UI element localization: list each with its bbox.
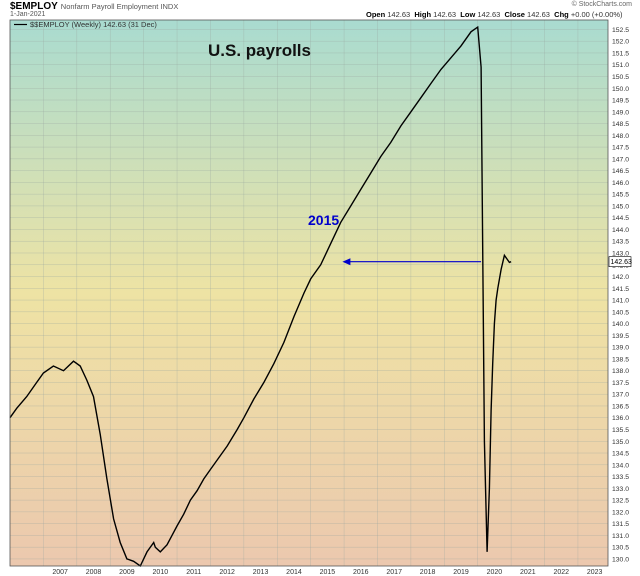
y-tick-label: 138.0: [612, 368, 629, 375]
y-tick-label: 137.0: [612, 392, 629, 399]
y-tick-label: 131.0: [612, 533, 629, 540]
x-tick-label: 2007: [52, 569, 68, 576]
y-tick-label: 130.5: [612, 545, 629, 552]
y-tick-label: 130.0: [612, 556, 629, 563]
high-label: High: [414, 10, 432, 19]
high-value: 142.63: [433, 10, 457, 19]
y-tick-label: 152.5: [612, 27, 629, 34]
x-tick-label: 2020: [487, 569, 503, 576]
chg-value: +0.00 (+0.00%): [570, 10, 623, 19]
y-tick-label: 142.0: [612, 274, 629, 281]
y-tick-label: 146.5: [612, 168, 629, 175]
y-tick-label: 136.5: [612, 403, 629, 410]
x-tick-label: 2013: [253, 569, 269, 576]
x-axis-ticks: 2007 2008 2009 2010 2011 2012 2013 2014 2015 2016…: [52, 569, 602, 576]
x-tick-label: 2017: [386, 569, 402, 576]
x-tick-label: 2010: [153, 569, 169, 576]
x-tick-label: 2009: [119, 569, 135, 576]
x-tick-label: 2016: [353, 569, 369, 576]
y-tick-label: 141.5: [612, 286, 629, 293]
y-tick-label: 143.5: [612, 239, 629, 246]
y-tick-label: 135.0: [612, 439, 629, 446]
chart-date: 1-Jan-2021: [10, 11, 46, 18]
y-tick-label: 132.5: [612, 498, 629, 505]
x-tick-label: 2023: [587, 569, 603, 576]
close-label: Close: [504, 10, 525, 19]
low-label: Low: [460, 10, 476, 19]
y-tick-label: 141.0: [612, 298, 629, 305]
open-label: Open: [366, 10, 386, 19]
x-tick-label: 2021: [520, 569, 536, 576]
y-tick-label: 131.5: [612, 521, 629, 528]
y-tick-label: 148.0: [612, 133, 629, 140]
y-tick-label: 137.5: [612, 380, 629, 387]
y-tick-label: 136.0: [612, 415, 629, 422]
y-tick-label: 145.0: [612, 203, 629, 210]
y-tick-label: 134.0: [612, 462, 629, 469]
y-tick-label: 133.0: [612, 486, 629, 493]
y-tick-label: 151.0: [612, 62, 629, 69]
x-tick-label: 2018: [420, 569, 436, 576]
y-tick-label: 149.0: [612, 109, 629, 116]
y-tick-label: 134.5: [612, 451, 629, 458]
y-tick-label: 147.5: [612, 145, 629, 152]
y-tick-label: 152.0: [612, 39, 629, 46]
y-tick-label: 148.5: [612, 121, 629, 128]
y-tick-label: 147.0: [612, 156, 629, 163]
series-legend: $$EMPLOY (Weekly) 142.63 (31 Dec): [30, 20, 157, 29]
y-tick-label: 139.0: [612, 345, 629, 352]
symbol: $EMPLOY: [10, 1, 58, 12]
symbol-description: Nonfarm Payroll Employment INDX: [60, 2, 179, 11]
y-tick-label: 132.0: [612, 509, 629, 516]
series-line-payrolls: [9, 25, 512, 568]
x-tick-label: 2008: [86, 569, 102, 576]
x-tick-label: 2022: [553, 569, 569, 576]
plot-background: [10, 20, 608, 566]
chg-label: Chg: [554, 10, 569, 19]
y-tick-label: 139.5: [612, 333, 629, 340]
x-tick-label: 2019: [453, 569, 469, 576]
y-tick-label: 140.5: [612, 309, 629, 316]
annotation-arrowhead: [342, 258, 351, 266]
y-tick-label: 149.5: [612, 98, 629, 105]
quote-line: Open 142.63 High 142.63 Low 142.63 Close…: [366, 10, 623, 19]
last-value-marker: 142.63: [608, 256, 633, 267]
symbol-line: $EMPLOY Nonfarm Payroll Employment INDX: [10, 1, 178, 12]
x-tick-label: 2015: [320, 569, 336, 576]
close-value: 142.63: [527, 10, 550, 19]
grid-lines: [10, 20, 608, 566]
x-tick-label: 2014: [286, 569, 302, 576]
y-tick-label: 150.0: [612, 86, 629, 93]
chart-header: $EMPLOY Nonfarm Payroll Employment INDX 1…: [0, 0, 640, 20]
annotation-label: 2015: [308, 212, 339, 228]
y-tick-label: 150.5: [612, 74, 629, 81]
y-tick-label: 135.5: [612, 427, 629, 434]
y-tick-label: 146.0: [612, 180, 629, 187]
y-tick-label: 140.0: [612, 321, 629, 328]
y-tick-label: 144.5: [612, 215, 629, 222]
last-value-box: [608, 256, 632, 267]
brand-label: © StockCharts.com: [571, 1, 632, 8]
y-tick-label: 143.0: [612, 250, 629, 257]
y-tick-label: 145.5: [612, 192, 629, 199]
y-tick-label: 144.0: [612, 227, 629, 234]
last-value-label: 142.63: [611, 259, 633, 266]
y-axis-ticks: 130.0 130.5 131.0 131.5 132.0 132.5 133.0 133.5…: [612, 27, 629, 564]
x-tick-label: 2011: [186, 569, 201, 576]
low-value: 142.63: [477, 10, 501, 19]
annotation-2015: 2015: [308, 212, 482, 266]
y-tick-label: 138.5: [612, 356, 629, 363]
y-tick-label: 151.5: [612, 50, 629, 57]
y-tick-label: 133.5: [612, 474, 629, 481]
open-value: 142.63: [387, 10, 411, 19]
plot-border: [9, 19, 609, 567]
chart-title: U.S. payrolls: [208, 41, 311, 60]
x-tick-label: 2012: [219, 569, 235, 576]
